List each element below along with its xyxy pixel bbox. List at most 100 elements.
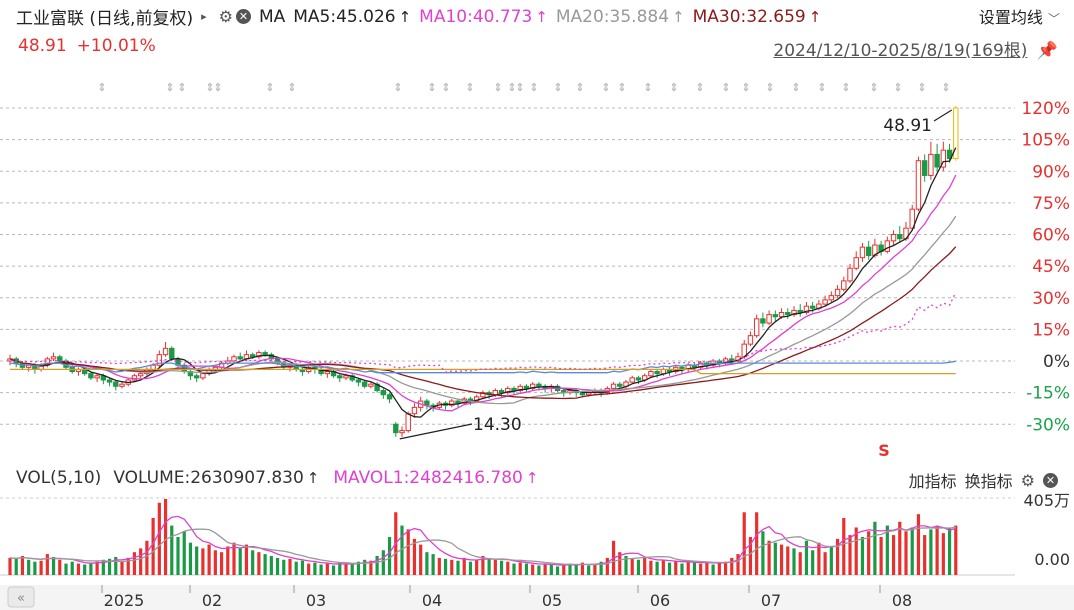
signal-marker: ⇕ (465, 81, 474, 94)
volume-bar (51, 556, 56, 575)
signal-marker: ⇕ (721, 81, 730, 94)
volume-bar (885, 525, 889, 575)
volume-bar (549, 564, 553, 575)
ma-line-dotted (9, 291, 957, 373)
x-tick-label: 02 (202, 591, 222, 610)
volume-bar (935, 525, 939, 575)
x-tick-label: 03 (306, 591, 326, 610)
stock-title[interactable]: 工业富联 (日线,前复权) (16, 9, 194, 29)
ma-arrow-icon: ↑ (398, 7, 412, 26)
candle (785, 308, 791, 319)
volume-bar (879, 536, 883, 575)
signal-marker: ⇕ (869, 81, 878, 94)
volume-bar (275, 557, 280, 575)
indicator-settings-gear-icon[interactable]: ⚙ (1020, 470, 1035, 490)
title-dropdown-icon[interactable]: ▸ (201, 10, 207, 23)
vol-label[interactable]: VOL(5,10) (16, 468, 102, 488)
candle (822, 295, 828, 307)
volume-bar (860, 536, 865, 575)
volume-bar (381, 550, 385, 575)
signal-marker: ⇕ (493, 81, 502, 94)
y-axis-labels: 120% 105% 90% 75% 60% 45% 30% 15% 0% -15% -30% (1021, 99, 1070, 435)
volume-bar (493, 559, 497, 575)
volume-bar (916, 514, 921, 575)
candle (193, 373, 200, 383)
volume-bar (537, 565, 541, 575)
ma-legend-item: MA20:35.884 ↑ (555, 6, 685, 27)
volume-bar (736, 554, 740, 575)
volume-bar (649, 560, 653, 575)
mavol-arrow-icon: ↑ (525, 469, 539, 487)
low-price-label: 14.30 (473, 415, 522, 435)
volume-bar (898, 521, 902, 575)
candle (928, 141, 934, 180)
volume-bar (593, 564, 597, 575)
ma-close-icon[interactable]: ✕ (235, 9, 251, 24)
volume-bar (64, 563, 68, 575)
volume-chart[interactable]: 405万 0.00 (0, 490, 1074, 606)
volume-bar (95, 561, 99, 575)
signal-marker: ⇕ (765, 81, 774, 94)
candle (635, 375, 642, 385)
volume-bar (829, 546, 833, 575)
kline-chart[interactable]: ⇕ ⇕ ⇕ ⇕⇕ ⇕ ⇕ ⇕ ⇕ ⇕ ⇕ ⇕ ⇕⇕ ⇕ ⇕ ⇕ ⇕ ⇕ ⇕ ⇕ ⇕ ⇕ ⇕ ⇕ ⇕ ⇕ ⇕ ⇕ ⇕ ⇕ ⇕ 120%105… (0, 0, 1074, 462)
candle (162, 342, 169, 357)
volume-bar (400, 525, 404, 575)
volume-bar (188, 542, 193, 575)
candle (747, 331, 754, 347)
volume-bar (767, 540, 771, 575)
volume-bar (207, 544, 211, 575)
volume-bar (705, 561, 709, 575)
volume-bar (811, 550, 815, 575)
scroll-left-icon[interactable]: « (7, 586, 35, 608)
ma-line-orange (10, 368, 956, 375)
volume-bar (562, 565, 566, 575)
volume-bar (76, 563, 81, 575)
pin-icon[interactable]: 📌 (1036, 41, 1058, 61)
candle (934, 143, 940, 172)
volume-bar (618, 552, 622, 575)
ma-line-ma10 (9, 174, 957, 412)
high-price-label: 48.91 (883, 116, 932, 136)
volume-bar (151, 517, 155, 575)
ma-settings-button[interactable]: 设置均线 ﹀ (979, 4, 1060, 28)
candle (355, 377, 362, 387)
date-range[interactable]: 2024/12/10-2025/8/19(169根) 📌 (773, 36, 1058, 61)
signal-marker: ⇕ (817, 81, 826, 94)
vol-ma-line (9, 526, 956, 566)
candle (766, 310, 772, 326)
volume-bar (319, 564, 323, 575)
volume-bar (923, 535, 927, 575)
volume-bar (779, 544, 784, 575)
volume-bar (263, 554, 267, 575)
volume-bar (786, 546, 790, 575)
volume-bar (83, 564, 87, 575)
add-indicator-button[interactable]: 加指标 (908, 472, 957, 491)
y-tick-label: 30% (1032, 289, 1070, 309)
signal-marker: ⇕ (669, 81, 678, 94)
signal-marker: ⇕ (393, 81, 402, 94)
volume-bar (555, 566, 560, 575)
volume-bar (748, 536, 753, 575)
ma-settings-gear-icon[interactable]: ⚙ (218, 7, 233, 26)
volume-bar (680, 563, 684, 575)
volume-bar (157, 502, 161, 575)
volume-bar (599, 561, 603, 575)
volume-ma-lines (9, 515, 956, 566)
ma-settings-label: 设置均线 (978, 8, 1043, 27)
switch-indicator-button[interactable]: 换指标 (964, 472, 1013, 491)
volume-bar (107, 558, 112, 575)
signal-marker: ⇕ (791, 81, 800, 94)
date-range-text[interactable]: 2024/12/10-2025/8/19(169根) (773, 41, 1028, 61)
candle (803, 301, 810, 315)
volume-bar (605, 557, 609, 575)
volume-bar (854, 527, 858, 575)
candle (337, 373, 343, 383)
volume-bar (730, 557, 734, 575)
volume-bar (406, 529, 410, 575)
volume-y-labels: 405万 0.00 (1023, 491, 1070, 569)
candle (884, 236, 891, 254)
volume-bar (45, 554, 49, 575)
chevron-down-icon: ﹀ (1047, 12, 1060, 26)
indicator-close-icon[interactable]: ✕ (1043, 472, 1058, 488)
